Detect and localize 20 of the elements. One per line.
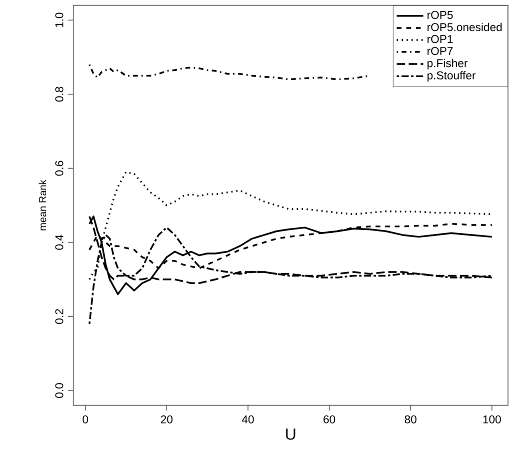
legend-label: p.Stouffer xyxy=(428,71,476,82)
x-axis-title: U xyxy=(286,428,296,440)
x-tick-label: 40 xyxy=(242,415,254,424)
y-tick-label: 0.6 xyxy=(55,160,64,176)
x-tick-label: 20 xyxy=(160,415,173,424)
legend-label: rOP5.onesided xyxy=(428,22,502,32)
legend-label: rOP5 xyxy=(428,10,453,19)
legend-label: p.Fisher xyxy=(428,58,468,70)
y-axis-title: mean Rank xyxy=(38,180,46,230)
y-tick-label: 1.0 xyxy=(55,12,64,28)
y-tick-label: 0.2 xyxy=(55,309,64,324)
x-tick-label: 0 xyxy=(82,415,88,424)
x-tick-label: 60 xyxy=(324,415,336,424)
x-tick-label: 100 xyxy=(483,415,501,424)
legend-label: rOP7 xyxy=(428,46,453,55)
y-tick-label: 0.0 xyxy=(55,383,64,398)
y-tick-label: 0.8 xyxy=(55,86,64,102)
y-tick-label: 0.4 xyxy=(55,234,64,250)
legend-label: rOP1 xyxy=(428,35,453,44)
x-tick-label: 80 xyxy=(404,415,416,424)
